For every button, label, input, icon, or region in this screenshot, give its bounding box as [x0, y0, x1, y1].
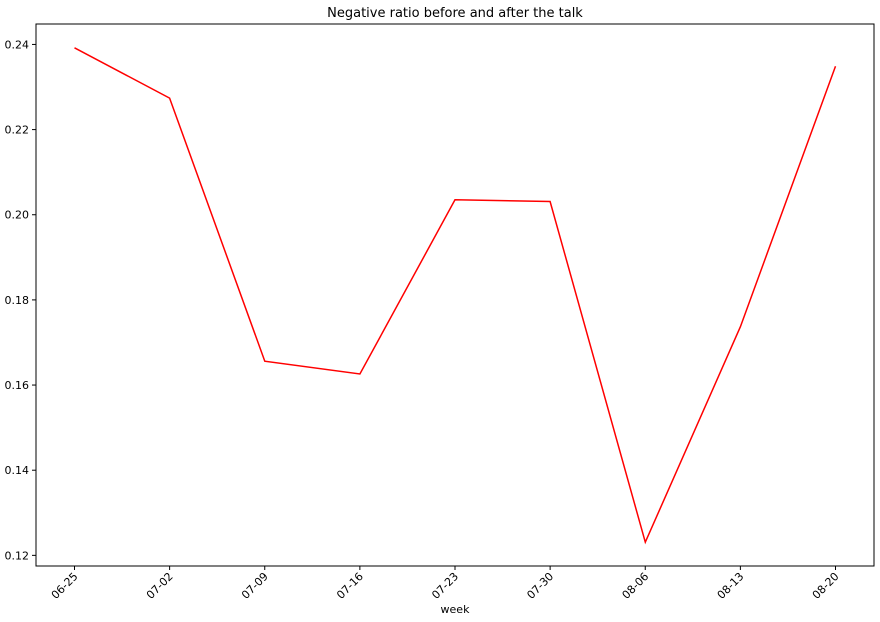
x-tick-label: 08-13 [715, 570, 747, 602]
y-tick-label: 0.24 [5, 38, 30, 51]
plot-frame [35, 23, 875, 567]
y-tick-label: 0.22 [5, 124, 30, 137]
x-axis-label: week [441, 603, 471, 616]
x-tick-label: 07-02 [144, 570, 176, 602]
chart-title: Negative ratio before and after the talk [327, 6, 583, 21]
y-tick-label: 0.20 [5, 209, 30, 222]
y-tick-label: 0.16 [5, 379, 30, 392]
y-axis: 0.12 0.14 0.16 0.18 0.20 0.22 0.24 [5, 38, 36, 562]
x-tick-label: 08-20 [810, 570, 842, 602]
x-tick-label: 07-16 [334, 570, 366, 602]
x-tick-label: 08-06 [620, 570, 652, 602]
y-tick-label: 0.14 [5, 464, 30, 477]
x-axis: 06-25 07-02 07-09 07-16 07-23 07-30 08-06 08-13… [49, 566, 842, 602]
x-tick-label: 07-09 [239, 570, 271, 602]
x-tick-label: 07-23 [429, 570, 461, 602]
x-tick-label: 06-25 [49, 570, 81, 602]
series-line [74, 47, 837, 545]
y-tick-label: 0.18 [5, 294, 30, 307]
x-tick-label: 07-30 [524, 570, 556, 602]
y-tick-label: 0.12 [5, 549, 30, 562]
